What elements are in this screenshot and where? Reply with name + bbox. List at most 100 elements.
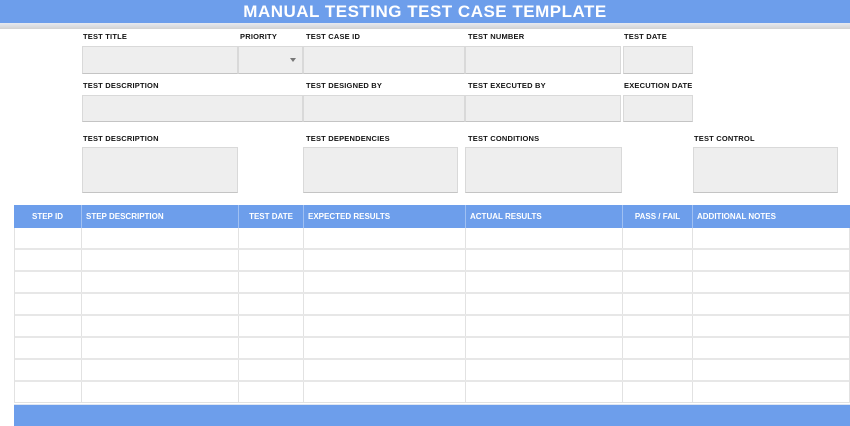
table-cell[interactable] <box>466 294 623 314</box>
test-date-input[interactable] <box>623 46 693 74</box>
table-cell[interactable] <box>304 272 466 292</box>
table-cell[interactable] <box>82 294 239 314</box>
test-description-label: TEST DESCRIPTION <box>83 81 159 90</box>
table-cell[interactable] <box>82 272 239 292</box>
table-cell[interactable] <box>82 316 239 336</box>
table-cell[interactable] <box>239 338 304 358</box>
table-row <box>15 360 849 382</box>
table-cell[interactable] <box>82 360 239 380</box>
table-cell[interactable] <box>304 294 466 314</box>
table-cell[interactable] <box>239 272 304 292</box>
header-divider <box>0 23 850 29</box>
table-cell[interactable] <box>466 382 623 402</box>
table-cell[interactable] <box>623 338 693 358</box>
test-control-input[interactable] <box>693 147 838 193</box>
table-header-row: STEP ID STEP DESCRIPTION TEST DATE EXPEC… <box>14 205 850 228</box>
col-header-pass-fail: PASS / FAIL <box>622 205 692 228</box>
table-row <box>15 338 849 360</box>
col-header-expected-results: EXPECTED RESULTS <box>303 205 465 228</box>
table-cell[interactable] <box>304 316 466 336</box>
table-cell[interactable] <box>304 250 466 270</box>
table-cell[interactable] <box>15 294 82 314</box>
table-cell[interactable] <box>15 316 82 336</box>
table-cell[interactable] <box>82 338 239 358</box>
table-cell[interactable] <box>466 228 623 248</box>
test-case-id-label: TEST CASE ID <box>306 32 361 41</box>
test-number-input[interactable] <box>465 46 621 74</box>
table-body <box>14 228 850 403</box>
test-title-input[interactable] <box>82 46 238 74</box>
table-row <box>15 250 849 272</box>
table-cell[interactable] <box>693 228 849 248</box>
table-cell[interactable] <box>623 382 693 402</box>
table-cell[interactable] <box>693 316 849 336</box>
table-cell[interactable] <box>304 360 466 380</box>
test-dependencies-label: TEST DEPENDENCIES <box>306 134 390 143</box>
test-number-label: TEST NUMBER <box>468 32 525 41</box>
table-cell[interactable] <box>623 228 693 248</box>
table-cell[interactable] <box>15 272 82 292</box>
table-cell[interactable] <box>693 250 849 270</box>
table-cell[interactable] <box>623 360 693 380</box>
dropdown-arrow-icon <box>290 58 296 62</box>
test-executed-by-input[interactable] <box>465 95 621 122</box>
test-designed-by-input[interactable] <box>303 95 465 122</box>
table-cell[interactable] <box>239 294 304 314</box>
table-cell[interactable] <box>239 250 304 270</box>
page-title: MANUAL TESTING TEST CASE TEMPLATE <box>243 2 607 21</box>
col-header-actual-results: ACTUAL RESULTS <box>465 205 622 228</box>
test-conditions-input[interactable] <box>465 147 622 193</box>
table-cell[interactable] <box>239 382 304 402</box>
table-cell[interactable] <box>466 338 623 358</box>
table-cell[interactable] <box>466 360 623 380</box>
test-date-label: TEST DATE <box>624 32 667 41</box>
table-cell[interactable] <box>693 338 849 358</box>
test-control-label: TEST CONTROL <box>694 134 755 143</box>
test-description-2-label: TEST DESCRIPTION <box>83 134 159 143</box>
table-cell[interactable] <box>693 272 849 292</box>
table-cell[interactable] <box>82 382 239 402</box>
execution-date-label: EXECUTION DATE <box>624 81 693 90</box>
test-description-input[interactable] <box>82 95 303 122</box>
col-header-step-description: STEP DESCRIPTION <box>81 205 238 228</box>
table-cell[interactable] <box>693 360 849 380</box>
execution-date-input[interactable] <box>623 95 693 122</box>
table-cell[interactable] <box>623 316 693 336</box>
table-cell[interactable] <box>239 316 304 336</box>
table-cell[interactable] <box>623 294 693 314</box>
test-designed-by-label: TEST DESIGNED BY <box>306 81 383 90</box>
table-cell[interactable] <box>693 294 849 314</box>
test-conditions-label: TEST CONDITIONS <box>468 134 540 143</box>
table-row <box>15 272 849 294</box>
table-cell[interactable] <box>15 382 82 402</box>
test-title-label: TEST TITLE <box>83 32 128 41</box>
table-cell[interactable] <box>466 272 623 292</box>
test-dependencies-input[interactable] <box>303 147 458 193</box>
table-cell[interactable] <box>304 228 466 248</box>
test-description-2-input[interactable] <box>82 147 238 193</box>
table-row <box>15 382 849 402</box>
table-cell[interactable] <box>239 360 304 380</box>
col-header-additional-notes: ADDITIONAL NOTES <box>692 205 850 228</box>
table-cell[interactable] <box>466 316 623 336</box>
table-cell[interactable] <box>466 250 623 270</box>
table-cell[interactable] <box>304 338 466 358</box>
table-cell[interactable] <box>623 250 693 270</box>
table-cell[interactable] <box>304 382 466 402</box>
table-cell[interactable] <box>15 228 82 248</box>
table-row <box>15 316 849 338</box>
col-header-step-id: STEP ID <box>32 212 63 221</box>
table-cell[interactable] <box>239 228 304 248</box>
table-cell[interactable] <box>15 360 82 380</box>
test-steps-table: STEP ID STEP DESCRIPTION TEST DATE EXPEC… <box>14 205 850 403</box>
table-cell[interactable] <box>15 250 82 270</box>
table-cell[interactable] <box>693 382 849 402</box>
test-case-id-input[interactable] <box>303 46 465 74</box>
col-header-test-date: TEST DATE <box>238 205 303 228</box>
table-cell[interactable] <box>623 272 693 292</box>
table-cell[interactable] <box>15 338 82 358</box>
priority-select[interactable] <box>238 46 303 74</box>
table-cell[interactable] <box>82 228 239 248</box>
table-cell[interactable] <box>82 250 239 270</box>
